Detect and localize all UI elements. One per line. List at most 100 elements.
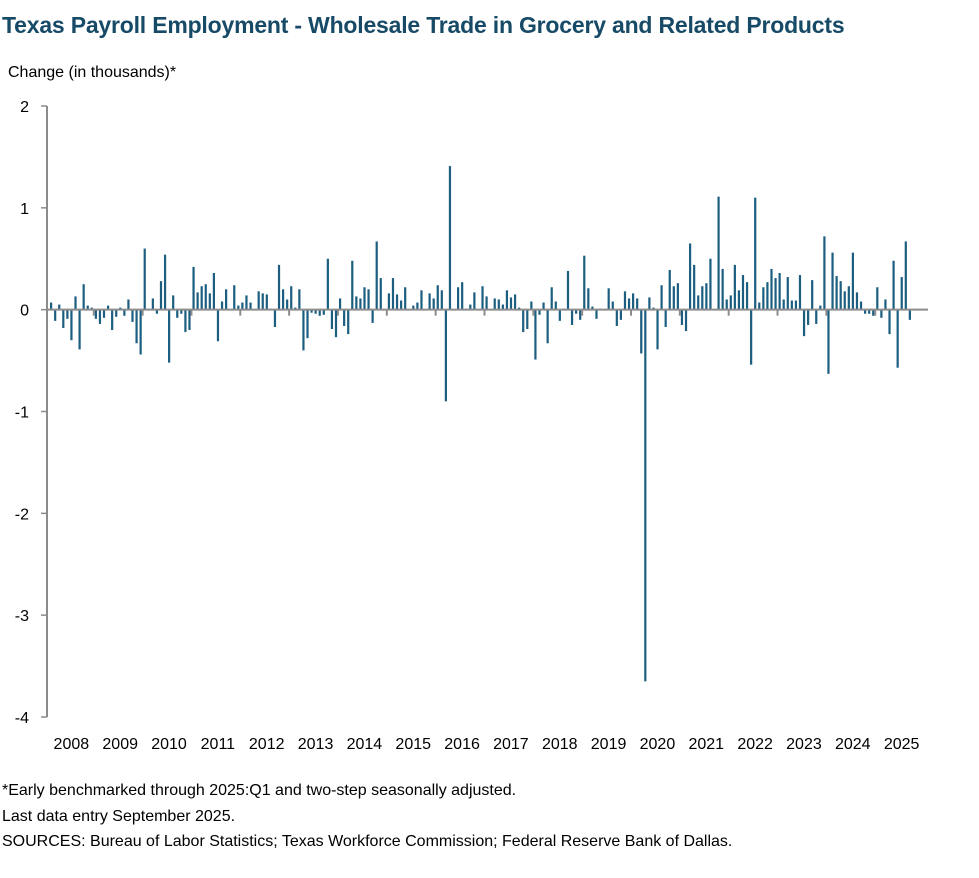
bar: [660, 285, 663, 310]
x-tick-label: 2021: [688, 736, 724, 753]
bar: [640, 309, 643, 354]
bar: [717, 196, 720, 310]
bar: [387, 293, 391, 310]
bar: [86, 305, 89, 310]
bar: [843, 291, 846, 310]
bar: [180, 309, 183, 314]
bar: [302, 309, 305, 351]
bar: [745, 282, 749, 310]
bar: [237, 305, 240, 310]
footnote-adjustment: *Early benchmarked through 2025:Q1 and t…: [2, 782, 517, 799]
bar: [864, 309, 867, 314]
bar: [306, 309, 309, 339]
bar: [790, 300, 793, 310]
bar: [314, 309, 317, 314]
bar: [225, 289, 228, 310]
bar: [847, 286, 850, 310]
bar: [220, 301, 224, 310]
bar: [444, 309, 447, 402]
bar: [526, 309, 529, 330]
bar: [241, 302, 244, 310]
bar: [196, 292, 199, 310]
bar: [249, 302, 252, 310]
bar: [595, 309, 598, 319]
bar: [123, 309, 126, 316]
bar: [216, 309, 220, 342]
y-tick-label: -1: [15, 405, 29, 422]
bar: [725, 299, 728, 310]
bar: [880, 309, 883, 318]
bar: [558, 309, 561, 321]
axes-group: 2 1 0 -1 -2 -3 -4 2008 2009 2010 2011 2012 2013 2014 2…: [15, 99, 928, 753]
bar: [762, 287, 765, 310]
bar: [143, 248, 146, 310]
bar: [290, 286, 293, 310]
bar: [379, 278, 382, 310]
bar: [473, 292, 476, 310]
bar: [261, 293, 264, 310]
bar: [245, 295, 248, 310]
bar: [416, 302, 419, 310]
x-tick-label: 2013: [298, 736, 334, 753]
bar: [570, 309, 574, 325]
bar: [627, 298, 631, 310]
bar: [851, 252, 854, 310]
bar: [485, 296, 488, 310]
bar: [448, 166, 452, 310]
x-tick-label: 2016: [444, 736, 480, 753]
bar: [391, 278, 395, 310]
bar: [794, 300, 798, 310]
bar: [554, 301, 557, 310]
bar: [208, 293, 211, 310]
bar: [200, 286, 203, 310]
bar: [575, 309, 578, 314]
bar: [823, 236, 826, 310]
bar: [135, 309, 138, 344]
x-tick-label: 2012: [249, 736, 285, 753]
bar: [78, 309, 81, 350]
bar: [347, 309, 350, 335]
x-tick-label: 2020: [640, 736, 676, 753]
bar: [62, 309, 65, 328]
bar: [705, 283, 708, 310]
bar: [615, 309, 618, 326]
bar: [400, 300, 403, 310]
bar: [766, 282, 769, 310]
bar: [741, 275, 745, 310]
bar: [98, 309, 102, 324]
bar: [367, 289, 370, 310]
bar: [733, 264, 736, 310]
bar: [632, 293, 635, 310]
bar: [50, 302, 53, 310]
bar: [176, 309, 179, 318]
bar: [106, 305, 110, 310]
bar: [611, 301, 614, 310]
x-tick-label: 2025: [884, 736, 920, 753]
bar: [587, 288, 590, 310]
y-tick-label: -2: [15, 506, 29, 523]
bar: [192, 266, 195, 310]
x-tick-label: 2018: [542, 736, 578, 753]
bar: [420, 290, 423, 310]
x-tick-label: 2015: [395, 736, 431, 753]
bar: [359, 298, 362, 310]
bar: [855, 292, 859, 310]
bar: [802, 309, 806, 337]
bar: [636, 298, 639, 310]
bar: [815, 309, 818, 324]
y-tick-label: 1: [20, 201, 29, 218]
bar: [859, 301, 863, 310]
bar: [566, 270, 570, 310]
bar: [664, 309, 667, 327]
x-tick-label: 2023: [786, 736, 822, 753]
bar: [676, 283, 679, 310]
bar: [827, 309, 830, 374]
bar: [310, 309, 313, 313]
bar: [151, 298, 154, 310]
bar: [807, 309, 810, 325]
bar: [188, 309, 191, 331]
bar: [355, 296, 358, 310]
y-tick-label: -4: [15, 710, 29, 727]
bar: [876, 287, 879, 310]
